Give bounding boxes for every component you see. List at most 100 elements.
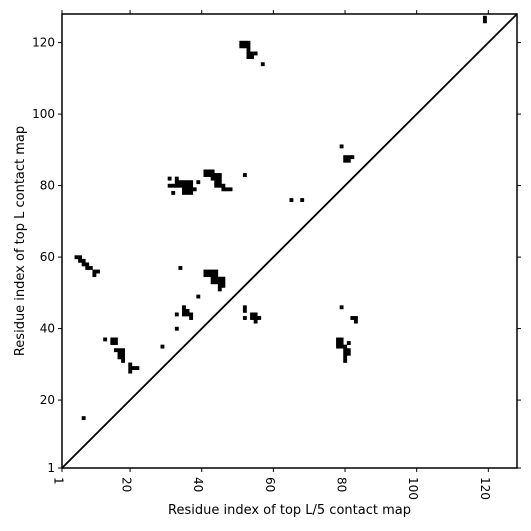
contact-cell-upper	[92, 273, 97, 278]
contact-cell-lower	[174, 326, 179, 331]
contact-cell-lower	[339, 344, 344, 349]
contact-cell-lower	[346, 348, 351, 353]
contact-cell-upper	[96, 269, 100, 274]
contact-cell-lower	[257, 316, 262, 320]
contact-cell-lower	[214, 276, 219, 281]
x-axis: 1 20 40 60 80 100 120	[52, 10, 492, 500]
contact-cell-upper	[174, 183, 179, 188]
contact-cell-lower	[174, 312, 179, 317]
contact-cell-lower	[182, 305, 186, 310]
x-axis-label: Residue index of top L/5 contact map	[168, 503, 411, 518]
contact-cell-upper	[482, 15, 487, 20]
contact-cell-upper	[171, 183, 176, 188]
y-tick-label: 20	[40, 393, 55, 407]
contact-cell-upper	[189, 187, 194, 192]
contact-cell-upper	[214, 173, 219, 177]
contact-cell-upper	[214, 176, 219, 181]
contact-cell-lower	[178, 266, 183, 270]
contact-cell-upper	[242, 44, 247, 49]
contact-cell-upper	[289, 198, 294, 202]
contact-cell-upper	[239, 40, 244, 45]
contact-cell-lower	[128, 369, 133, 374]
contact-cell-lower	[185, 308, 190, 313]
contact-cell-upper	[239, 44, 244, 49]
contact-cell-lower	[214, 280, 219, 285]
contact-cell-upper	[196, 180, 201, 185]
contact-cell-lower	[217, 280, 222, 285]
x-tick-label: 80	[335, 477, 349, 492]
contact-cell-lower	[189, 316, 194, 320]
contact-cell-upper	[185, 187, 190, 192]
contact-cell-upper	[217, 176, 222, 181]
contact-cell-lower	[128, 366, 133, 370]
x-tick-label: 100	[406, 477, 420, 500]
contact-cell-lower	[203, 269, 208, 274]
contact-cell-lower	[121, 355, 125, 360]
contact-cell-upper	[203, 173, 208, 177]
contact-cell-lower	[253, 316, 258, 320]
contact-cell-upper	[88, 266, 93, 270]
contact-cell-lower	[336, 337, 340, 342]
contact-cell-upper	[178, 183, 183, 188]
contact-cell-upper	[210, 169, 215, 174]
contact-cell-upper	[189, 180, 194, 185]
contact-cell-lower	[117, 355, 122, 360]
x-tick-label: 1	[52, 477, 66, 485]
contact-cell-upper	[246, 40, 251, 45]
contact-cell-lower	[221, 283, 226, 288]
contact-cell-lower	[103, 337, 108, 342]
contact-cell-upper	[246, 44, 251, 49]
contact-cell-upper	[242, 40, 247, 45]
contact-cell-lower	[346, 341, 351, 345]
contact-cell-upper	[78, 255, 83, 260]
contact-cell-upper	[81, 262, 86, 267]
contact-cell-lower	[217, 276, 222, 281]
contact-cell-upper	[228, 187, 233, 192]
contact-cell-upper	[167, 183, 172, 188]
contact-cell-upper	[185, 183, 190, 188]
contact-cell-lower	[110, 337, 115, 342]
contact-cell-upper	[300, 198, 305, 202]
contact-cell-upper	[185, 180, 190, 185]
contact-cell-upper	[174, 180, 179, 185]
contact-cell-lower	[242, 316, 247, 320]
contact-cell-upper	[343, 158, 348, 163]
contact-cell-lower	[117, 348, 122, 353]
contact-cell-upper	[482, 19, 487, 24]
contact-cell-upper	[81, 416, 86, 421]
contact-cell-lower	[343, 358, 348, 363]
contact-cell-lower	[160, 344, 165, 349]
y-tick-label: 60	[40, 250, 55, 264]
y-tick-label: 100	[32, 107, 55, 121]
contact-cell-lower	[336, 341, 340, 345]
contact-cell-lower	[353, 316, 358, 320]
contact-cell-upper	[346, 155, 351, 160]
contact-cell-lower	[207, 269, 211, 274]
contact-cell-lower	[336, 344, 340, 349]
plot-frame	[61, 13, 518, 469]
contact-cell-lower	[113, 348, 118, 353]
contact-cell-lower	[242, 308, 247, 313]
contact-cell-upper	[217, 173, 222, 177]
contact-cell-lower	[210, 269, 215, 274]
contact-cell-lower	[182, 312, 186, 317]
contact-cell-upper	[74, 255, 79, 260]
contact-cell-lower	[110, 341, 115, 345]
contact-cell-lower	[210, 276, 215, 281]
contact-cell-lower	[135, 366, 140, 370]
contact-cell-lower	[250, 316, 254, 320]
contact-cell-upper	[250, 51, 254, 56]
x-tick-label: 60	[263, 477, 277, 492]
diagonal-line	[61, 13, 518, 469]
contact-cell-upper	[210, 176, 215, 181]
contact-cell-upper	[214, 183, 219, 188]
contact-cell-lower	[214, 269, 219, 274]
contact-cell-upper	[182, 187, 186, 192]
contact-cell-upper	[250, 55, 254, 59]
contact-cell-upper	[185, 190, 190, 195]
contact-cell-upper	[343, 155, 348, 160]
contact-cell-lower	[217, 287, 222, 292]
contact-cell-lower	[242, 305, 247, 310]
contact-cell-upper	[92, 269, 97, 274]
